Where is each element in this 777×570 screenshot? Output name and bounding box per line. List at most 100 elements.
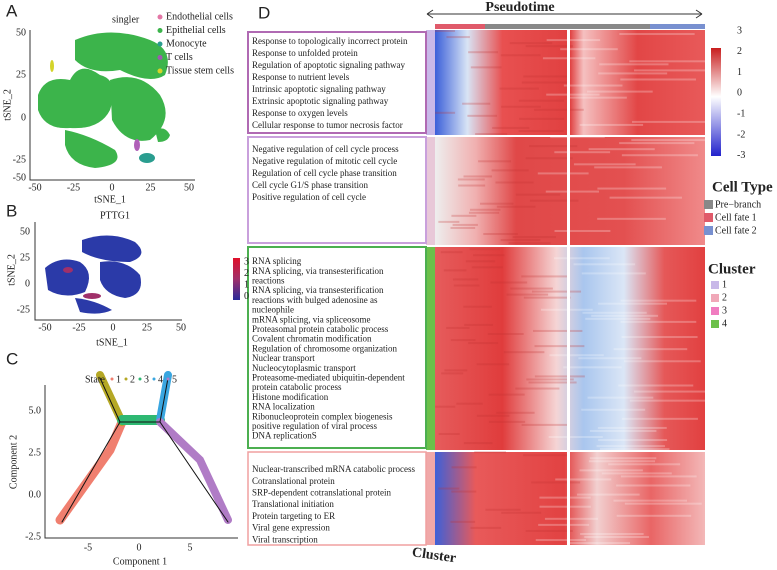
x-tick-label: 0 [110, 182, 115, 193]
cluster-blob [139, 153, 155, 163]
y-tick-label: -50 [13, 172, 26, 183]
legend-title: State [85, 374, 106, 385]
legend-swatch [704, 213, 713, 222]
y-label: Component 2 [8, 435, 19, 489]
legend-swatch [704, 200, 713, 209]
heatmap-streak [597, 217, 666, 220]
legend-label: 5 [172, 374, 177, 385]
heatmap-streak [591, 314, 659, 317]
heatmap-streak [577, 493, 640, 496]
go-term: Viral gene expression [252, 523, 330, 533]
heatmap-streak [553, 257, 610, 260]
legend-label: Tissue stem cells [166, 65, 234, 76]
legend-swatch [704, 226, 713, 235]
heatmap-streak [495, 181, 534, 184]
legend-swatch [124, 377, 128, 381]
panel-c: C Component 1 Component 2 [6, 349, 238, 567]
cluster-bar [426, 452, 435, 545]
heatmap-streak [573, 263, 636, 266]
heatmap-streak [464, 323, 494, 326]
go-term: Nuclear transport [252, 353, 315, 363]
heatmap-streak [512, 236, 556, 239]
heatmap-streak [620, 475, 697, 478]
heatmap-streak [534, 345, 585, 348]
legend-label: 2 [722, 292, 727, 303]
heatmap-streak [462, 102, 491, 105]
heatmap-streak [452, 223, 478, 226]
panel-a: A singler tSNE_1 tSNE_2 [2, 1, 195, 205]
heatmap-streak [470, 526, 502, 529]
heatmap-streak [457, 178, 485, 181]
cluster-blob [134, 139, 140, 151]
go-term: Response to oxygen levels [252, 108, 348, 118]
heatmap-streak [597, 187, 667, 190]
heatmap-streak [453, 284, 480, 287]
heatmap-streak [620, 299, 697, 302]
heatmap-streak [521, 81, 568, 84]
heatmap-streak [616, 484, 691, 487]
heatmap-streak [549, 354, 604, 357]
heatmap-streak [510, 287, 553, 290]
go-term: DNA replicationS [252, 431, 317, 441]
go-term: RNA splicing, via transesterification [252, 266, 384, 276]
heatmap-streak [599, 448, 670, 451]
legend-swatch [157, 14, 163, 20]
axis-label: Cluster [411, 545, 457, 566]
heatmap-streak [450, 520, 476, 523]
heatmap-texture [435, 30, 714, 545]
legend-swatch [152, 377, 156, 381]
heatmap-streak [621, 417, 698, 420]
go-box [247, 451, 427, 546]
x-tick-label: 5 [188, 542, 193, 553]
heatmap-streak [463, 305, 492, 308]
go-term: Ribonucleoprotein complex biogenesis [252, 411, 393, 421]
heatmap-streak [538, 523, 590, 526]
heatmap-streak [534, 375, 585, 378]
heatmap-streak [560, 48, 618, 51]
go-term: protein catabolic process [252, 382, 342, 392]
heatmap-streak [443, 269, 467, 272]
legend-label: 4 [722, 318, 727, 329]
heatmap-streak [490, 281, 528, 284]
x-tick-label: -50 [28, 182, 41, 193]
heatmap-streak [634, 69, 714, 72]
heatmap-streak [582, 311, 647, 314]
colorbar-label: 2 [737, 46, 742, 57]
legend-swatch [110, 377, 114, 381]
heatmap-streak [550, 136, 605, 139]
y-label: tSNE_2 [2, 89, 13, 121]
legend-swatch [157, 68, 163, 74]
go-term: reactions [252, 275, 285, 285]
heatmap-streak [521, 423, 568, 426]
heatmap-streak [587, 90, 653, 93]
heatmap-streak [508, 242, 551, 245]
cluster-bar [426, 247, 435, 450]
x-tick-label: 25 [146, 182, 156, 193]
heatmap-streak [588, 460, 656, 463]
heatmap-streak [567, 96, 627, 99]
heatmap-streak [608, 463, 681, 466]
heatmap-streak [581, 272, 646, 275]
heatmap-streak [632, 120, 712, 123]
heatmap-streak [503, 351, 545, 354]
y-tick-label: 2.5 [29, 447, 42, 458]
heatmap-streak [536, 245, 587, 248]
legend-label: 3 [144, 374, 149, 385]
legend-swatch [711, 294, 719, 302]
go-term: Negative regulation of cell cycle proces… [252, 144, 399, 154]
heatmap-streak [554, 229, 611, 232]
heatmap-streak [518, 99, 565, 102]
y-tick-label: 25 [16, 69, 26, 80]
heatmap-streak [588, 148, 655, 151]
heatmap-streak [465, 260, 496, 263]
heatmap-streak [438, 432, 460, 435]
legend-swatch [711, 307, 719, 315]
heatmap-streak [613, 499, 688, 502]
heatmap-streak [589, 429, 657, 432]
go-term: Cotranslational protein [252, 476, 335, 486]
go-box [247, 136, 427, 244]
heatmap-streak [492, 126, 530, 129]
legend-swatch [711, 281, 719, 289]
heatmap-streak [599, 63, 669, 66]
heatmap-streak [554, 151, 611, 154]
